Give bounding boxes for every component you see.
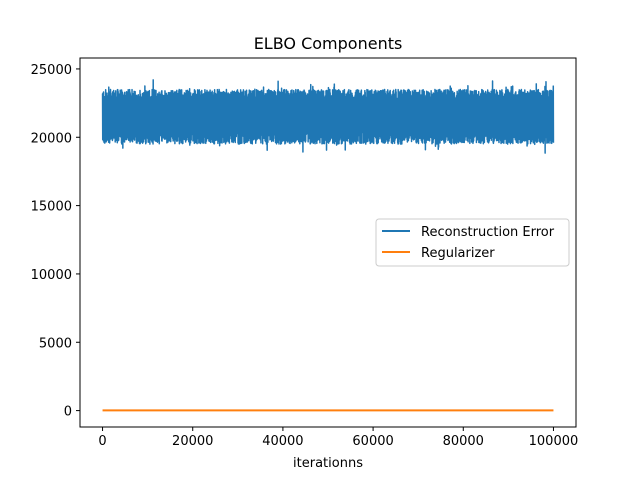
legend-box (375, 218, 570, 267)
x-tick-label: 20000 (172, 434, 213, 449)
y-tick-label: 10000 (31, 268, 72, 283)
y-tick-label: 0 (64, 405, 72, 420)
legend-label-regularizer: Regularizer (421, 246, 495, 261)
y-tick-label: 5000 (39, 336, 72, 351)
axes-frame (79, 57, 577, 428)
y-tick-label: 20000 (31, 131, 72, 146)
x-tick-label: 0 (98, 434, 106, 449)
legend-label-reconstruction-error: Reconstruction Error (421, 225, 555, 240)
x-tick-label: 60000 (352, 434, 393, 449)
plot-layer (101, 79, 555, 412)
y-tick-label: 25000 (31, 63, 72, 78)
chart-title: ELBO Components (254, 34, 403, 53)
y-tick-label: 15000 (31, 200, 72, 215)
series-line-reconstruction-error (101, 79, 555, 154)
x-tick-label: 80000 (443, 434, 484, 449)
x-tick-label: 100000 (529, 434, 579, 449)
legend: Reconstruction Error Regularizer (375, 218, 570, 267)
x-axis-label: iterationns (293, 456, 363, 471)
x-tick-label: 40000 (262, 434, 303, 449)
axes-layer: 0 20000 40000 60000 80000 100000 0 5000 10000 150… (31, 57, 579, 449)
